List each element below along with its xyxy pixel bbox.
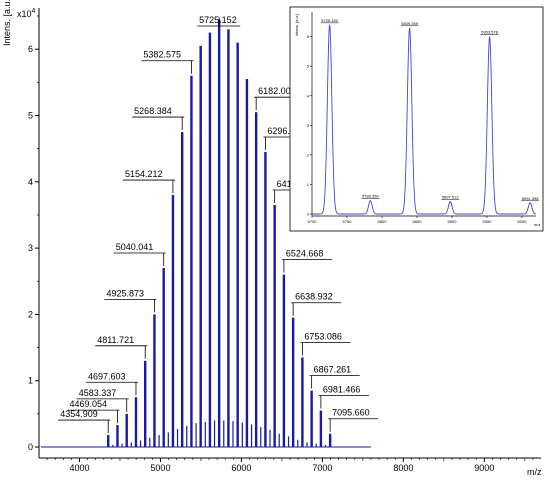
inset-x-tick-label: 5850 [413,219,423,224]
peak-bar [199,45,202,447]
x-tick-label: 4000 [69,463,89,473]
inset-y-tick-label: 1 [307,182,310,187]
peak-bar [273,205,276,447]
peak-bar [236,42,239,447]
peak-bar [153,314,156,447]
x-axis-label: m/z [527,467,542,477]
inset-x-tick-label: 5900 [448,219,458,224]
y-tick-label: 5 [28,111,33,121]
x-tick-label: 9000 [474,463,494,473]
inset-peak-label: 5897.512 [442,195,459,200]
peak-bar [301,357,304,447]
inset-y-tick-label: 3 [307,123,310,128]
inset-x-tick-label: 5800 [378,219,388,224]
inset-y-tick-label: 0 [307,212,310,217]
peak-label: 6638.932 [295,292,333,302]
peak-bar [171,195,175,447]
peak-label: 5040.041 [116,242,154,252]
peak-label: 5268.384 [134,106,172,116]
peak-bar [310,390,313,447]
y-tick-label: 6 [28,44,33,54]
peak-label: 4697.603 [88,371,126,381]
peak-bar [208,32,212,447]
peak-label: 4354.909 [60,409,98,419]
peak-bar [134,397,138,447]
peak-bar [227,29,230,448]
peak-label: 5725.152 [199,15,237,25]
inset-y-tick-label: 4 [307,93,310,98]
peak-bar [144,360,147,447]
inset-peak-label: 5783.350 [362,194,379,199]
inset-peak-label: 5991.398 [522,196,539,201]
x-tick-label: 8000 [393,463,413,473]
y-exponent-base: x10 [17,9,32,19]
peak-bar [264,151,267,447]
peak-bar [291,317,295,447]
inset-x-tick-label: 6000 [518,219,528,224]
y-tick-label: 3 [28,243,33,253]
y-tick-label: 1 [28,376,33,386]
y-tick-label: 4 [28,177,33,187]
peak-bar [319,410,323,447]
inset-y-tick-label: 5 [307,64,310,69]
inset-frame [289,6,544,232]
peak-bar [254,112,258,447]
peak-bar [107,435,110,447]
peak-label: 5382.575 [143,50,181,60]
peak-label: 6296.259 [267,126,305,136]
inset-x-tick-label: 5700 [308,219,318,224]
inset-y-axis-label: Intens. [a.u.] [294,14,299,36]
y-exponent-label: x104 [17,8,36,19]
inset-spectrum-line [312,24,537,215]
x-tick-label: 5000 [150,463,170,473]
peak-label: 7095.660 [332,408,370,418]
inset-x-tick-label: 5950 [483,219,493,224]
peak-bar [328,433,332,447]
peak-label: 5154.212 [125,169,163,179]
peak-bar [282,274,286,447]
x-tick-label: 6000 [231,463,251,473]
peak-bar [245,79,249,447]
peak-label: 6753.086 [304,331,342,341]
peak-label: 6182.002 [258,86,296,96]
peak-bar [190,75,193,447]
peak-label: 4811.721 [97,335,134,345]
inset-y-tick-label: 2 [307,152,310,157]
peak-bar [217,19,221,448]
y-tick-label: 0 [28,442,33,452]
peak-label: 4469.054 [69,399,107,409]
peak-label: 4583.337 [79,388,117,398]
inset-y-tick-label: 6 [307,34,310,39]
peak-label: 6524.668 [286,249,324,259]
x-tick-label: 7000 [312,463,332,473]
peak-label: 6981.466 [323,385,361,395]
peak-label: 4925.873 [106,288,144,298]
y-tick-label: 2 [28,309,33,319]
inset-peak-label: 5953.578 [481,30,498,35]
peak-bar [116,425,119,447]
inset-x-axis-label: m/z [534,222,540,227]
peak-bar [180,132,184,447]
y-axis-label: Intens. [a.u.] [2,0,12,46]
inset-peak-label: 5839.359 [401,21,418,26]
peak-label: 6867.261 [314,365,352,375]
y-exponent-power: 4 [32,8,36,15]
peak-bar [162,267,165,447]
inset-x-tick-label: 5750 [343,219,353,224]
peak-bar [125,413,128,447]
inset-peak-label: 5725.152 [321,18,338,23]
